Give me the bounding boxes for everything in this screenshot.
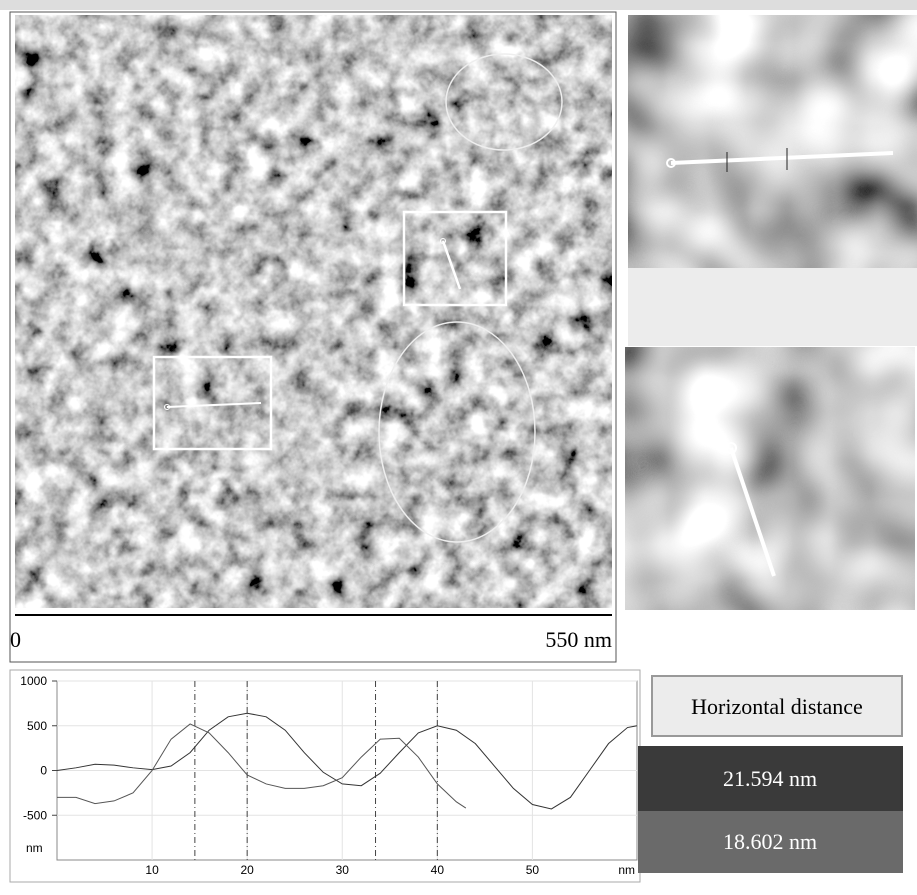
x-axis-label: nm bbox=[618, 863, 635, 877]
scale-start: 0 bbox=[10, 627, 21, 652]
zoom-image-1 bbox=[628, 15, 917, 268]
measurement-value: 18.602 nm bbox=[723, 829, 817, 854]
y-tick-label: 0 bbox=[40, 764, 47, 778]
button-label[interactable]: Horizontal distance bbox=[691, 694, 863, 719]
zoom-image-2 bbox=[625, 347, 915, 610]
profile-chart: 10 20 30 40 50 1000 500 0 -500 nm nm bbox=[20, 674, 637, 877]
measurement-value: 21.594 nm bbox=[723, 766, 817, 791]
scale-end: 550 nm bbox=[545, 627, 612, 652]
x-tick-label: 20 bbox=[240, 863, 254, 877]
top-bar bbox=[0, 0, 917, 10]
x-tick-label: 40 bbox=[431, 863, 445, 877]
screen: 0 550 nm 10 20 30 40 50 1000 500 0 -500 nm nm Hori… bbox=[0, 0, 917, 895]
afm-image bbox=[15, 15, 612, 608]
x-tick-label: 10 bbox=[145, 863, 159, 877]
x-tick-label: 50 bbox=[526, 863, 540, 877]
y-tick-label: 500 bbox=[27, 719, 47, 733]
y-axis-label: nm bbox=[26, 841, 43, 855]
x-tick-label: 30 bbox=[336, 863, 350, 877]
y-tick-label: 1000 bbox=[20, 674, 47, 688]
y-tick-label: -500 bbox=[23, 808, 47, 822]
panel-gap bbox=[628, 268, 917, 346]
